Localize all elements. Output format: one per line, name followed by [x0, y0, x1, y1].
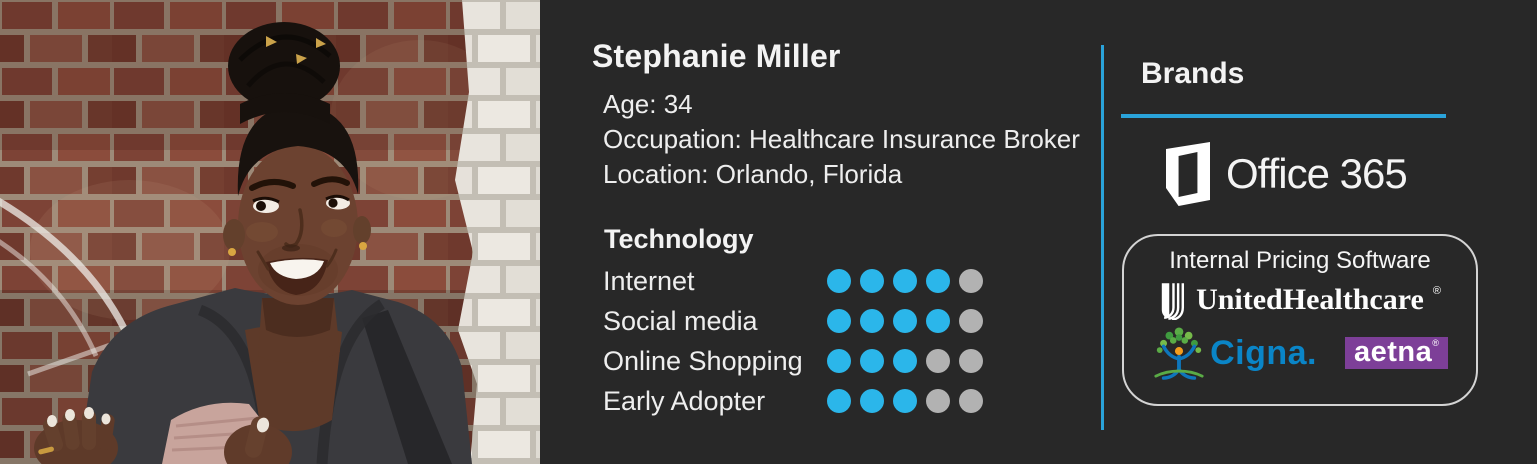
rating-dot-filled [893, 269, 917, 293]
rating-dot-filled [893, 349, 917, 373]
section-divider [1101, 45, 1104, 430]
unitedhealthcare-logo: UnitedHealthcare ® [1159, 281, 1441, 320]
office-365-logo: Office 365 [1166, 139, 1408, 209]
rating-dot-filled [860, 309, 884, 333]
brands-underline [1121, 114, 1446, 118]
rating-dots [827, 309, 983, 333]
persona-age: Age: 34 [603, 89, 693, 119]
technology-label: Early Adopter [603, 385, 766, 416]
rating-dots [827, 349, 983, 373]
persona-photo [0, 0, 540, 464]
cigna-logo: Cigna. [1152, 325, 1317, 381]
rating-dot-filled [827, 309, 851, 333]
registered-mark: ® [1432, 285, 1441, 297]
technology-row: Internet [603, 261, 983, 301]
aetna-logo: aetna ® [1345, 337, 1448, 369]
technology-label: Internet [603, 265, 695, 296]
rating-dot-filled [926, 269, 950, 293]
technology-heading: Technology [604, 224, 754, 254]
rating-dot-filled [860, 349, 884, 373]
registered-mark: ® [1432, 338, 1439, 348]
office-365-label: Office 365 [1226, 150, 1408, 197]
cigna-tree-icon [1154, 327, 1204, 380]
rating-dot-filled [860, 269, 884, 293]
rating-dot-empty [926, 389, 950, 413]
rating-dots [827, 389, 983, 413]
technology-label: Social media [603, 305, 758, 336]
rating-dot-filled [827, 349, 851, 373]
technology-row: Online Shopping [603, 341, 983, 381]
technology-row: Social media [603, 301, 983, 341]
rating-dot-filled [893, 389, 917, 413]
rating-dot-empty [959, 389, 983, 413]
rating-dot-filled [860, 389, 884, 413]
unitedhealthcare-shield-icon [1161, 283, 1185, 320]
persona-name: Stephanie Miller [592, 38, 841, 74]
pricing-box-title: Internal Pricing Software [1169, 247, 1431, 274]
brands-heading: Brands [1141, 57, 1245, 90]
photo-illustration [0, 0, 540, 464]
persona-occupation: Occupation: Healthcare Insurance Broker [603, 124, 1080, 154]
rating-dots [827, 269, 983, 293]
technology-row: Early Adopter [603, 381, 983, 421]
unitedhealthcare-label: UnitedHealthcare [1196, 283, 1424, 316]
rating-dot-empty [926, 349, 950, 373]
rating-dot-empty [959, 349, 983, 373]
rating-dot-filled [893, 309, 917, 333]
rating-dot-filled [926, 309, 950, 333]
pricing-software-box: Internal Pricing Software UnitedHealthca… [1122, 234, 1478, 406]
aetna-label: aetna [1354, 336, 1433, 368]
office-icon [1166, 142, 1210, 206]
technology-ratings: Internet Social media Online Shopping Ea… [603, 261, 983, 421]
rating-dot-filled [827, 389, 851, 413]
rating-dot-empty [959, 309, 983, 333]
rating-dot-empty [959, 269, 983, 293]
insurer-logos-row: Cigna. aetna ® [1152, 325, 1448, 381]
technology-label: Online Shopping [603, 345, 803, 376]
cigna-label: Cigna. [1210, 333, 1317, 372]
persona-details: Age: 34 Occupation: Healthcare Insurance… [603, 87, 1080, 192]
persona-location: Location: Orlando, Florida [603, 159, 903, 189]
rating-dot-filled [827, 269, 851, 293]
